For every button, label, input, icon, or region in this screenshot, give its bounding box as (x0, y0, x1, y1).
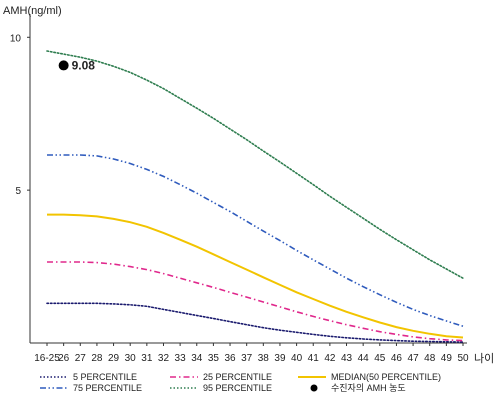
legend: 5 PERCENTILE 25 PERCENTILE MEDIAN(50 PERCE… (40, 372, 441, 393)
x-tick-label: 16-25 (34, 353, 60, 364)
legend-label: 5 PERCENTILE (73, 372, 137, 382)
legend-swatch-marker (310, 384, 318, 392)
x-tick-label: 39 (274, 353, 286, 364)
x-tick-label: 41 (308, 353, 320, 364)
series-line-5-percentile (46, 302, 464, 343)
x-tick-label: 31 (141, 353, 153, 364)
x-tick-label: 43 (341, 353, 353, 364)
x-tick-label: 29 (108, 353, 120, 364)
x-tick-label: 47 (408, 353, 420, 364)
x-tick-label: 33 (175, 353, 187, 364)
x-tick-label: 37 (241, 353, 253, 364)
x-tick-label: 30 (125, 353, 137, 364)
annotation-layer: 9.08 (58, 58, 96, 72)
patient-amh-value-label: 9.08 (72, 58, 96, 72)
series-line-95-percentile (46, 50, 464, 280)
x-tick-label: 50 (457, 353, 469, 364)
x-tick-label: 28 (91, 353, 103, 364)
legend-label: 25 PERCENTILE (203, 372, 272, 382)
legend-item: 95 PERCENTILE (170, 383, 272, 393)
x-tick-label: 48 (424, 353, 436, 364)
series-line-75-percentile (47, 154, 464, 327)
patient-amh-marker (58, 60, 69, 71)
x-tick-label: 44 (358, 353, 370, 364)
x-tick-label: 35 (208, 353, 220, 364)
x-tick-label: 32 (158, 353, 170, 364)
x-tick-label: 36 (224, 353, 236, 364)
legend-item: MEDIAN(50 PERCENTILE) (298, 372, 441, 382)
legend-item: 수진자의 AMH 농도 (310, 383, 406, 393)
legend-label: 수진자의 AMH 농도 (331, 383, 406, 393)
x-tick-label: 45 (374, 353, 386, 364)
x-tick-label: 49 (441, 353, 453, 364)
x-tick-label: 34 (191, 353, 203, 364)
series-layer (46, 50, 464, 343)
x-tick-label: 27 (75, 353, 87, 364)
legend-item: 5 PERCENTILE (40, 372, 137, 382)
y-tick-label: 5 (15, 186, 21, 197)
y-tick-label: 10 (10, 33, 22, 44)
legend-item: 25 PERCENTILE (170, 372, 272, 382)
series-line-25-percentile (47, 261, 464, 342)
x-axis-title: 나이 (474, 352, 494, 365)
x-tick-label: 40 (291, 353, 303, 364)
x-tick-label: 42 (324, 353, 336, 364)
x-tick-label: 46 (391, 353, 403, 364)
x-tick-label: 38 (258, 353, 270, 364)
legend-label: 95 PERCENTILE (203, 383, 272, 393)
legend-item: 75 PERCENTILE (40, 383, 142, 393)
legend-label: 75 PERCENTILE (73, 383, 142, 393)
legend-label: MEDIAN(50 PERCENTILE) (331, 372, 441, 382)
x-tick-label: 26 (58, 353, 70, 364)
series-line-median-50-percentile (47, 213, 464, 339)
y-axis-title: AMH(ng/ml) (3, 5, 62, 17)
